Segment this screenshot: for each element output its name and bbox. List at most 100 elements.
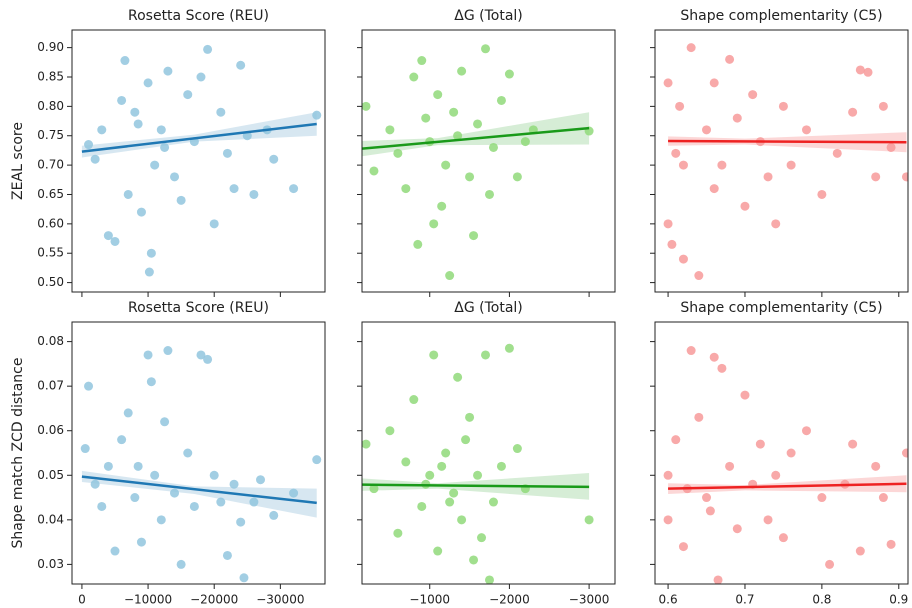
point bbox=[763, 172, 773, 182]
point bbox=[170, 488, 180, 498]
point bbox=[477, 533, 487, 543]
point bbox=[433, 90, 443, 100]
point bbox=[755, 439, 765, 449]
point bbox=[484, 575, 494, 584]
point bbox=[103, 231, 113, 241]
point bbox=[433, 546, 443, 556]
point bbox=[385, 426, 395, 436]
point bbox=[694, 271, 704, 281]
point bbox=[817, 493, 827, 503]
point bbox=[312, 455, 322, 465]
point bbox=[484, 189, 494, 199]
point bbox=[209, 219, 219, 229]
point bbox=[369, 166, 379, 176]
point bbox=[209, 470, 219, 480]
point bbox=[413, 239, 423, 249]
y-tick-label: 0.03 bbox=[37, 557, 64, 571]
point bbox=[878, 493, 888, 503]
point bbox=[671, 148, 681, 158]
x-tick-label: −2000 bbox=[489, 593, 530, 607]
panel-title: ΔG (Total) bbox=[454, 8, 523, 24]
point bbox=[855, 65, 865, 75]
point bbox=[429, 350, 439, 360]
point bbox=[401, 457, 411, 467]
point bbox=[871, 172, 881, 182]
point bbox=[886, 142, 896, 152]
y-tick-label: 0.65 bbox=[37, 187, 64, 201]
x-tick-label: 0 bbox=[78, 593, 86, 607]
panel-title: Shape complementarity (C5) bbox=[680, 300, 882, 316]
point bbox=[437, 461, 447, 471]
point bbox=[457, 515, 467, 525]
point bbox=[453, 372, 463, 382]
point bbox=[183, 448, 193, 458]
point bbox=[143, 350, 153, 360]
point bbox=[473, 119, 483, 129]
point bbox=[863, 67, 873, 77]
point bbox=[445, 497, 455, 507]
fit-line bbox=[668, 482, 907, 490]
point bbox=[504, 69, 514, 79]
point bbox=[469, 231, 479, 241]
point bbox=[385, 125, 395, 135]
point bbox=[229, 479, 239, 489]
point bbox=[160, 142, 170, 152]
point bbox=[90, 154, 100, 164]
point bbox=[663, 515, 673, 525]
point bbox=[369, 484, 379, 494]
point bbox=[84, 381, 94, 391]
point bbox=[678, 254, 688, 264]
point bbox=[362, 101, 371, 111]
point bbox=[702, 493, 712, 503]
point bbox=[694, 412, 704, 422]
x-tick-label: 0.6 bbox=[659, 593, 678, 607]
point bbox=[110, 546, 120, 556]
point bbox=[871, 461, 881, 471]
point bbox=[269, 154, 279, 164]
point bbox=[236, 517, 246, 527]
point bbox=[709, 184, 719, 194]
point bbox=[97, 501, 107, 511]
point bbox=[713, 575, 723, 584]
point bbox=[150, 470, 160, 480]
point bbox=[312, 110, 322, 120]
point bbox=[183, 90, 193, 100]
point bbox=[705, 506, 715, 516]
frame bbox=[361, 321, 616, 585]
point bbox=[848, 439, 858, 449]
point bbox=[249, 497, 259, 507]
point bbox=[901, 448, 908, 458]
point bbox=[222, 550, 232, 560]
panel bbox=[362, 44, 594, 281]
fit-line bbox=[81, 475, 317, 505]
point bbox=[678, 160, 688, 170]
point bbox=[801, 125, 811, 135]
point bbox=[196, 350, 206, 360]
point bbox=[136, 207, 146, 217]
panel-title: Rosetta Score (REU) bbox=[128, 300, 269, 316]
point bbox=[675, 101, 685, 111]
panel bbox=[663, 43, 908, 281]
point bbox=[825, 559, 835, 569]
point bbox=[817, 189, 827, 199]
point bbox=[457, 66, 467, 76]
point bbox=[176, 195, 186, 205]
point bbox=[732, 524, 742, 534]
point bbox=[663, 470, 673, 480]
y-tick-label: 0.85 bbox=[37, 69, 64, 83]
y-tick-label: 0.80 bbox=[37, 99, 64, 113]
panel-title: Rosetta Score (REU) bbox=[128, 8, 269, 24]
y-tick-label: 0.07 bbox=[37, 379, 64, 393]
point bbox=[778, 533, 788, 543]
point bbox=[156, 515, 166, 525]
x-tick-label: 0.9 bbox=[889, 593, 908, 607]
frame bbox=[361, 29, 616, 293]
point bbox=[216, 497, 226, 507]
point bbox=[146, 377, 156, 387]
point bbox=[686, 346, 696, 356]
point bbox=[203, 354, 213, 364]
point bbox=[886, 539, 896, 549]
point bbox=[512, 444, 522, 454]
point bbox=[196, 72, 206, 82]
